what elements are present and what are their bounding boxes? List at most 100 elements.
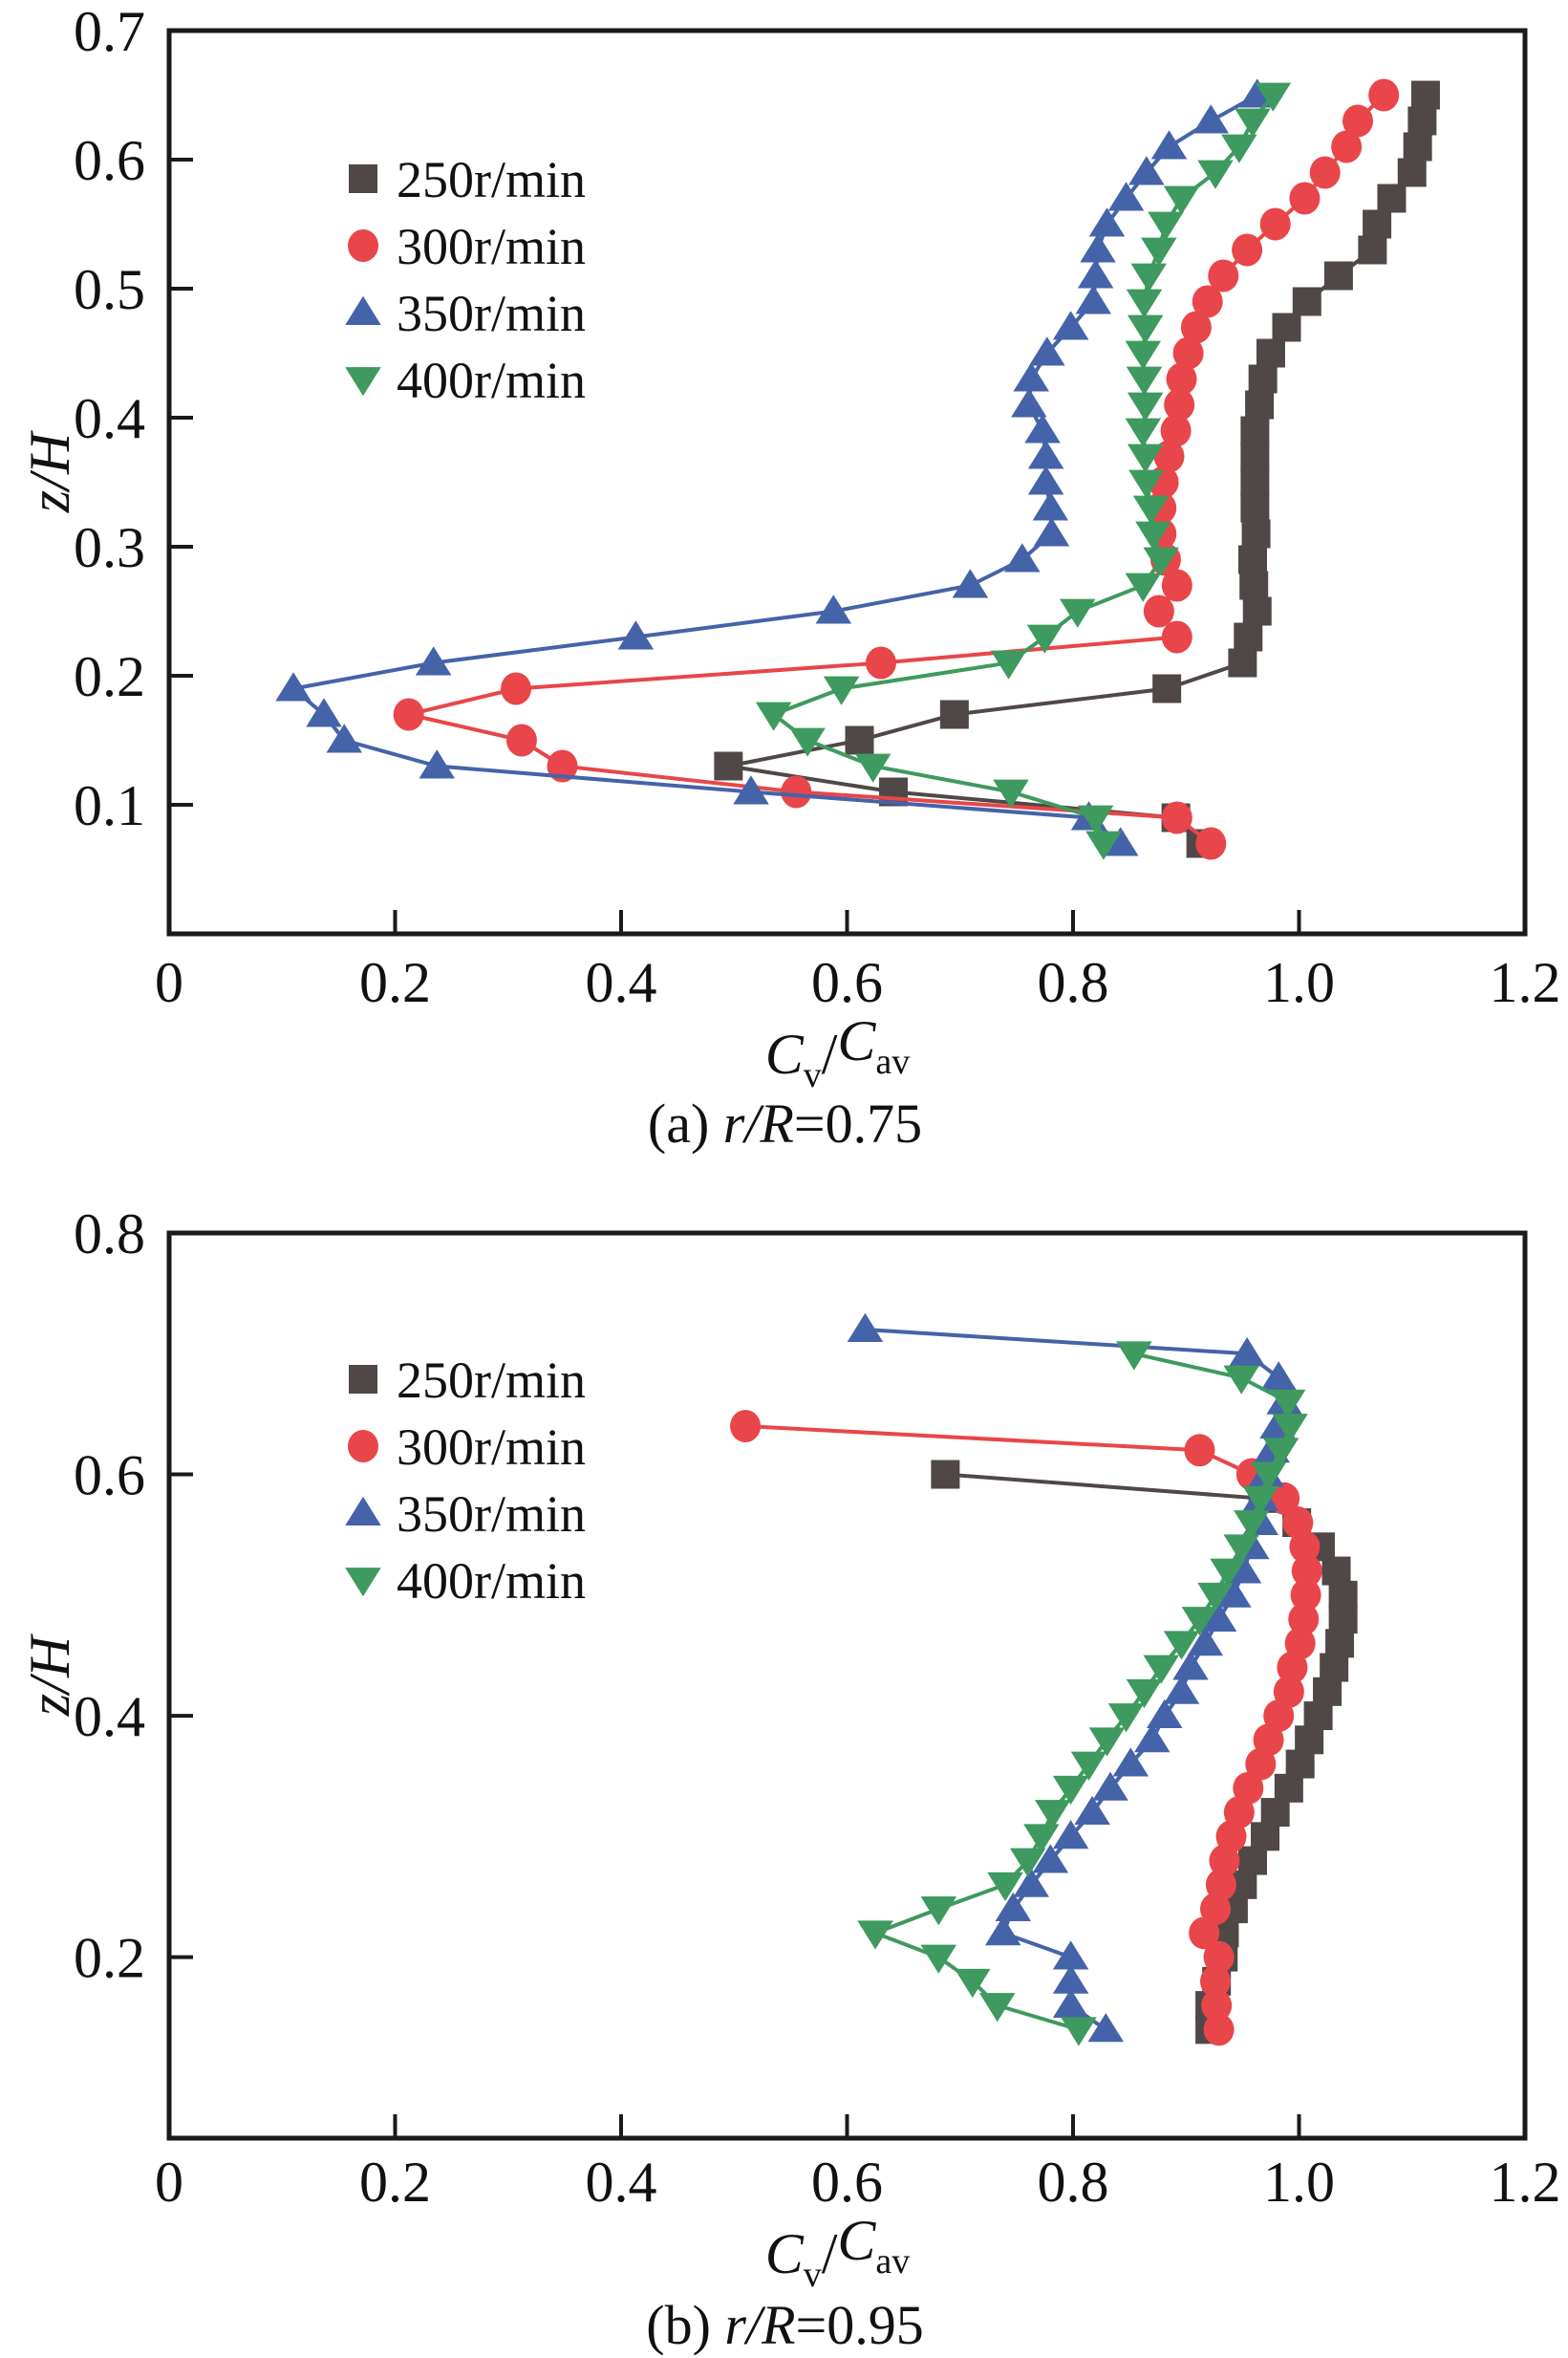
data-point	[755, 702, 792, 731]
data-point	[1260, 1361, 1297, 1391]
x-axis-label-part: v	[804, 1055, 822, 1095]
series-300r/min	[393, 78, 1400, 860]
caption-prefix: (a)	[648, 1092, 723, 1155]
data-point	[1240, 442, 1270, 471]
y-tick-label: 0.2	[74, 645, 145, 708]
data-point	[1234, 622, 1263, 652]
data-point	[1282, 1506, 1314, 1540]
data-point	[1203, 2013, 1235, 2046]
data-point	[419, 749, 456, 779]
data-point	[1192, 104, 1230, 134]
y-tick-label: 0.4	[74, 1685, 145, 1748]
data-point	[1189, 1916, 1220, 1950]
y-tick-label: 0.4	[74, 387, 145, 450]
data-point	[1368, 78, 1400, 112]
data-point	[1229, 1337, 1265, 1367]
data-point	[714, 751, 743, 781]
data-point	[1233, 1771, 1264, 1805]
data-point	[733, 775, 769, 805]
data-point	[781, 775, 812, 809]
data-point	[1232, 233, 1263, 267]
data-point	[1325, 1629, 1355, 1658]
x-axis-label: Cv/Cav	[765, 2209, 911, 2295]
data-point	[847, 1312, 884, 1342]
legend-item: 350r/min	[345, 1485, 586, 1543]
data-point	[1240, 467, 1270, 497]
data-point	[1181, 1607, 1218, 1636]
data-point	[1130, 263, 1167, 292]
data-point	[730, 1410, 762, 1443]
data-point	[995, 1892, 1032, 1922]
data-point	[1272, 313, 1301, 342]
data-point	[1195, 827, 1227, 860]
data-point	[1125, 573, 1162, 602]
data-point	[1184, 1434, 1215, 1467]
data-point	[306, 698, 342, 727]
data-point	[1303, 1701, 1333, 1731]
x-tick-label: 1.2	[1490, 951, 1561, 1014]
data-point	[1228, 648, 1257, 678]
data-point	[939, 700, 969, 729]
data-point	[1223, 1534, 1259, 1564]
data-point	[1059, 598, 1096, 628]
data-point	[415, 646, 452, 676]
legend-label: 250r/min	[397, 151, 586, 208]
legend-marker-circle	[348, 1430, 378, 1462]
x-tick-label: 0.2	[359, 2151, 431, 2214]
y-tick-label: 0.5	[74, 258, 145, 321]
data-point	[1192, 285, 1223, 318]
data-point	[1197, 1582, 1234, 1612]
data-point	[1242, 1485, 1279, 1516]
caption-prefix: (b)	[646, 2294, 724, 2356]
chart-panel-a: 0 0.2 0.4 0.6 0.8 1.0 1.2 0.1 0.2 0.3 0.4 0.5 0.6 0.7…	[18, 0, 1561, 1155]
data-point	[1201, 1989, 1233, 2023]
data-point	[1052, 1964, 1089, 1994]
x-axis-label-part: av	[875, 2241, 910, 2282]
data-point	[1116, 1341, 1152, 1371]
data-point	[1061, 2017, 1097, 2046]
data-point	[1328, 1605, 1358, 1634]
data-point	[990, 650, 1027, 680]
data-point	[1320, 1653, 1349, 1682]
data-point	[1309, 156, 1341, 189]
data-point	[815, 595, 852, 624]
y-tick-label: 0.8	[74, 1202, 145, 1266]
legend-item: 250r/min	[349, 1352, 586, 1409]
data-point	[1143, 547, 1179, 576]
data-point	[1135, 521, 1171, 551]
legend-marker-triangle-down	[345, 367, 381, 397]
series-line	[727, 95, 1428, 845]
data-point	[1166, 362, 1197, 396]
data-point	[1269, 1482, 1300, 1515]
legend-label: 300r/min	[397, 218, 586, 275]
data-point	[1239, 571, 1269, 600]
data-point	[1077, 259, 1114, 289]
legend-label: 350r/min	[397, 285, 586, 342]
data-point	[984, 1916, 1021, 1946]
data-point	[1180, 311, 1212, 344]
data-point	[1205, 1868, 1236, 1901]
data-point	[1172, 1651, 1209, 1680]
data-point	[1128, 469, 1165, 499]
data-point	[1088, 207, 1126, 237]
data-point	[1289, 182, 1321, 215]
data-point	[1272, 1414, 1308, 1443]
data-point	[505, 724, 537, 757]
y-tick-label: 0.2	[74, 1927, 145, 1990]
data-point	[1407, 106, 1437, 136]
caption-variable: r/R	[723, 1092, 794, 1155]
x-tick-label: 1.2	[1490, 2151, 1561, 2214]
data-point	[1161, 620, 1192, 654]
data-point	[1092, 1771, 1128, 1801]
data-point	[1163, 1675, 1200, 1704]
data-point	[1152, 674, 1182, 703]
data-point	[1273, 1675, 1304, 1708]
data-point	[1221, 134, 1257, 163]
data-point	[1112, 1747, 1149, 1777]
data-point	[987, 1871, 1023, 1902]
data-point	[857, 1920, 893, 1950]
x-tick-label: 0.6	[811, 951, 883, 1014]
legend-marker-triangle-up	[345, 1496, 381, 1525]
panel-caption: (b) r/R=0.95	[646, 2294, 923, 2356]
data-point	[1288, 1603, 1320, 1636]
